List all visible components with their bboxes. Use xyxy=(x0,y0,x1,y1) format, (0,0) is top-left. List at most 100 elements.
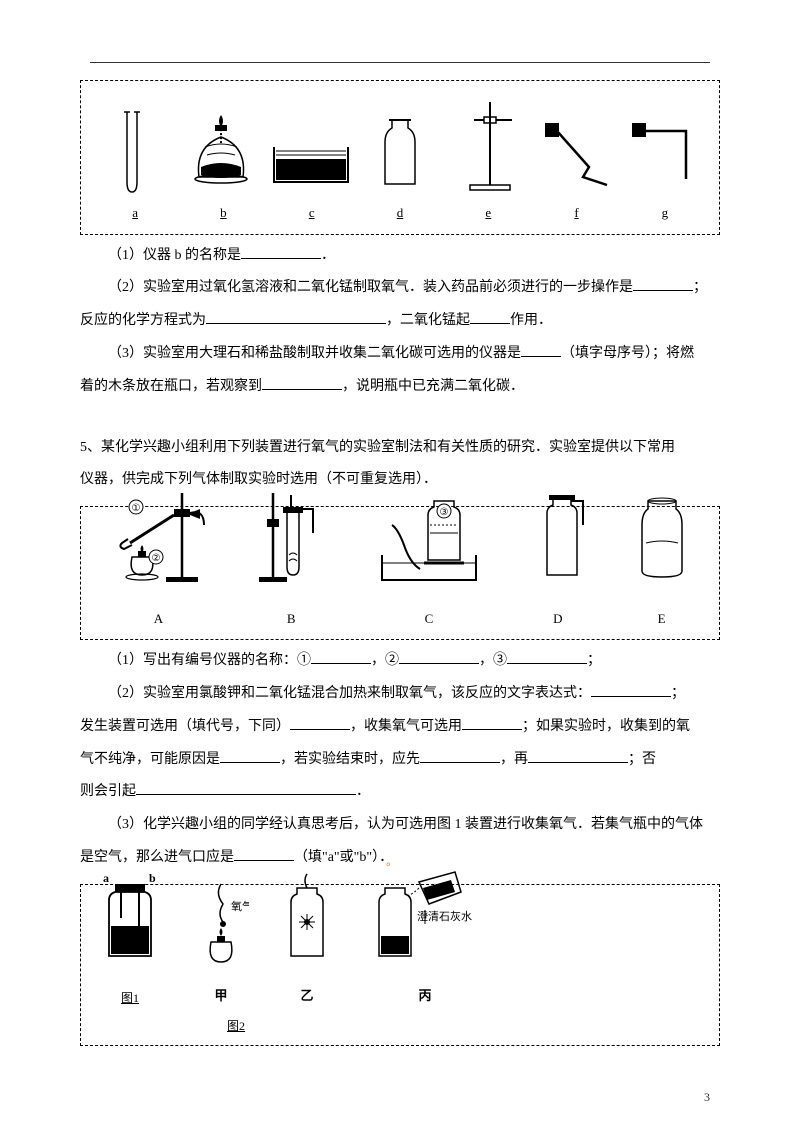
blank xyxy=(591,682,671,697)
apparatus-D-icon xyxy=(527,485,589,590)
dot-mark: 。 xyxy=(386,856,397,868)
label-e: e xyxy=(444,199,532,228)
equip-b xyxy=(176,107,265,197)
equip-C: ③ C xyxy=(374,485,484,633)
fig1: a b 图1 xyxy=(95,870,165,1011)
t: ，若实验结束时，应先 xyxy=(280,752,420,767)
q4-3b-pre: 着的木条放在瓶口，若观察到 xyxy=(80,379,262,394)
circ1-a: ① xyxy=(132,503,141,514)
q4-3b-post: ，说明瓶中已充满二氧化碳． xyxy=(342,379,524,394)
q4-3a-post: （填字母序号）；将燃 xyxy=(561,346,694,361)
equipment-labels-1: a b c d e f g xyxy=(87,199,713,228)
blank xyxy=(399,649,479,664)
page-top-rule xyxy=(90,62,710,63)
label-B: B xyxy=(251,605,331,634)
equip-c xyxy=(266,137,356,197)
delivery-tube-2-icon xyxy=(628,117,708,197)
equip-a xyxy=(87,107,176,197)
yi-icon xyxy=(277,870,337,970)
gas-bottle-icon xyxy=(375,112,425,197)
svg-text:氧气: 氧气 xyxy=(231,899,249,913)
tu1-label: 图1 xyxy=(95,985,165,1011)
q4-2b: 反应的化学方程式为 ，二氧化锰起 作用． xyxy=(80,306,720,337)
q4-1: （1）仪器 b 的名称是 ． xyxy=(80,241,720,272)
equipment-box-2: ① ② A B xyxy=(80,506,720,640)
q4-3a-text: （3）实验室用大理石和稀盐酸制取并收集二氧化碳可选用的仪器是 xyxy=(108,346,521,361)
blank xyxy=(241,243,321,258)
svg-text:a: a xyxy=(103,871,109,885)
fig2-bing: 澄清石灰水 丙 xyxy=(365,870,485,1011)
label-c: c xyxy=(268,199,356,228)
period: ． xyxy=(321,248,335,263)
t: （2）实验室用氯酸钾和二氧化锰混合加热来制取氧气，该反应的文字表达式： xyxy=(108,686,591,701)
blank xyxy=(311,649,371,664)
equip-f xyxy=(534,117,623,197)
t: ，② xyxy=(371,653,399,668)
label-a: a xyxy=(91,199,179,228)
t: ，再 xyxy=(500,752,528,767)
label-D: D xyxy=(527,605,589,634)
blank xyxy=(420,747,500,762)
t: ； xyxy=(671,686,685,701)
jia-label: 甲 xyxy=(193,982,249,1011)
circ2-a: ② xyxy=(152,553,161,564)
apparatus-E-icon xyxy=(632,485,692,590)
q5-2a: （2）实验室用氯酸钾和二氧化锰混合加热来制取氧气，该反应的文字表达式： ； xyxy=(80,679,720,710)
figure-box: a b 图1 氧气 甲 xyxy=(80,884,720,1046)
fig2-jia: 氧气 甲 xyxy=(193,870,249,1011)
iron-stand-icon xyxy=(460,97,520,197)
t: ； xyxy=(587,653,601,668)
fig2-yi: 乙 xyxy=(277,870,337,1011)
label-A: A xyxy=(108,605,208,634)
blank xyxy=(528,747,628,762)
equipment-box-1: a b c d e f g xyxy=(80,80,720,235)
t: ，收集氧气可选用 xyxy=(350,719,462,734)
apparatus-A-icon: ① ② xyxy=(108,485,208,590)
tu2-label: 图2 xyxy=(227,1013,713,1039)
t: ． xyxy=(356,784,370,799)
equip-e xyxy=(445,97,534,197)
jia-icon: 氧气 xyxy=(193,870,249,970)
equip-B: B xyxy=(251,485,331,633)
equip-d xyxy=(356,112,445,197)
svg-text:③: ③ xyxy=(440,507,449,518)
semicolon: ； xyxy=(693,280,707,295)
t: 气不纯净，可能原因是 xyxy=(80,752,220,767)
svg-text:b: b xyxy=(149,871,156,885)
t: （填"a"或"b"）． xyxy=(294,850,386,865)
equip-g xyxy=(624,117,713,197)
blank xyxy=(136,780,356,795)
blank xyxy=(470,309,510,324)
q4-2b-post: 作用． xyxy=(510,313,552,328)
bing-icon: 澄清石灰水 xyxy=(365,870,485,970)
alcohol-lamp-icon xyxy=(185,107,257,197)
blank xyxy=(220,747,280,762)
apparatus-B-icon xyxy=(251,485,331,590)
apparatus-C-icon: ③ xyxy=(374,485,484,590)
blank xyxy=(206,309,386,324)
fig1-bottle-icon: a b xyxy=(95,870,165,970)
label-E: E xyxy=(632,605,692,634)
t: ；否 xyxy=(628,752,656,767)
q5-2c: 气不纯净，可能原因是 ，若实验结束时，应先 ，再 ；否 xyxy=(80,745,720,776)
lime-text: 澄清石灰水 xyxy=(417,909,472,923)
q5-1: （1）写出有编号仪器的名称：①，②，③； xyxy=(80,646,720,677)
blank xyxy=(633,276,693,291)
q5-3a: （3）化学兴趣小组的同学经认真思考后，认为可选用图 1 装置进行收集氧气．若集气… xyxy=(80,810,720,841)
label-b: b xyxy=(179,199,267,228)
delivery-tube-1-icon xyxy=(539,117,619,197)
blank xyxy=(234,846,294,861)
t: （1）写出有编号仪器的名称：① xyxy=(108,653,311,668)
q5-2d: 则会引起． xyxy=(80,777,720,808)
blank xyxy=(521,342,561,357)
yi-label: 乙 xyxy=(277,982,337,1011)
q4-1-text: （1）仪器 b 的名称是 xyxy=(108,248,241,263)
label-d: d xyxy=(356,199,444,228)
label-g: g xyxy=(621,199,709,228)
q4-3a: （3）实验室用大理石和稀盐酸制取并收集二氧化碳可选用的仪器是 （填字母序号）；将燃 xyxy=(80,339,720,370)
equip-A: ① ② A xyxy=(108,485,208,633)
q4-2a: （2）实验室用过氧化氢溶液和二氧化锰制取氧气．装入药品前必须进行的一步操作是； xyxy=(80,273,720,304)
q4-2b-mid: ，二氧化锰起 xyxy=(386,313,470,328)
q4-3b: 着的木条放在瓶口，若观察到 ，说明瓶中已充满二氧化碳． xyxy=(80,372,720,403)
q4-2b-pre: 反应的化学方程式为 xyxy=(80,313,206,328)
